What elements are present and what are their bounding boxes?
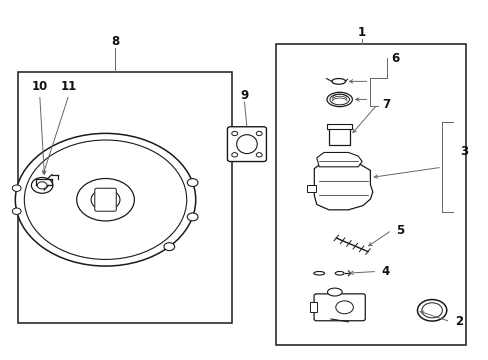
Circle shape xyxy=(231,131,237,136)
Text: 7: 7 xyxy=(381,98,389,111)
Bar xyxy=(276,44,466,345)
Ellipse shape xyxy=(236,135,257,154)
FancyBboxPatch shape xyxy=(95,188,116,211)
Bar xyxy=(328,126,350,145)
Circle shape xyxy=(187,179,198,186)
Text: 1: 1 xyxy=(357,27,365,40)
Circle shape xyxy=(91,189,120,210)
Ellipse shape xyxy=(335,271,344,275)
Ellipse shape xyxy=(329,94,349,105)
Polygon shape xyxy=(314,163,372,210)
Circle shape xyxy=(256,153,262,157)
Circle shape xyxy=(163,243,174,251)
Circle shape xyxy=(15,134,195,266)
Circle shape xyxy=(12,208,21,215)
Circle shape xyxy=(187,213,198,221)
Bar xyxy=(306,185,315,192)
Circle shape xyxy=(256,131,262,136)
Text: 3: 3 xyxy=(459,145,467,158)
Circle shape xyxy=(417,300,446,321)
FancyBboxPatch shape xyxy=(313,294,365,321)
Bar xyxy=(18,72,232,323)
Circle shape xyxy=(335,301,353,314)
Text: 9: 9 xyxy=(240,89,248,102)
Circle shape xyxy=(77,179,134,221)
Polygon shape xyxy=(316,152,362,167)
Circle shape xyxy=(421,303,442,318)
Bar xyxy=(309,302,317,312)
Circle shape xyxy=(12,185,21,192)
Circle shape xyxy=(231,153,237,157)
Text: 11: 11 xyxy=(61,80,77,93)
FancyBboxPatch shape xyxy=(227,127,266,162)
Ellipse shape xyxy=(331,78,345,84)
Text: 2: 2 xyxy=(454,315,462,328)
Circle shape xyxy=(37,182,47,189)
Ellipse shape xyxy=(327,288,342,296)
Text: 8: 8 xyxy=(111,35,119,49)
Bar xyxy=(327,125,351,129)
Ellipse shape xyxy=(313,271,324,275)
Text: 10: 10 xyxy=(32,80,48,93)
Ellipse shape xyxy=(326,92,352,107)
Text: 5: 5 xyxy=(396,224,404,237)
Circle shape xyxy=(31,177,53,193)
Text: 4: 4 xyxy=(381,265,389,278)
Text: 6: 6 xyxy=(391,51,399,64)
